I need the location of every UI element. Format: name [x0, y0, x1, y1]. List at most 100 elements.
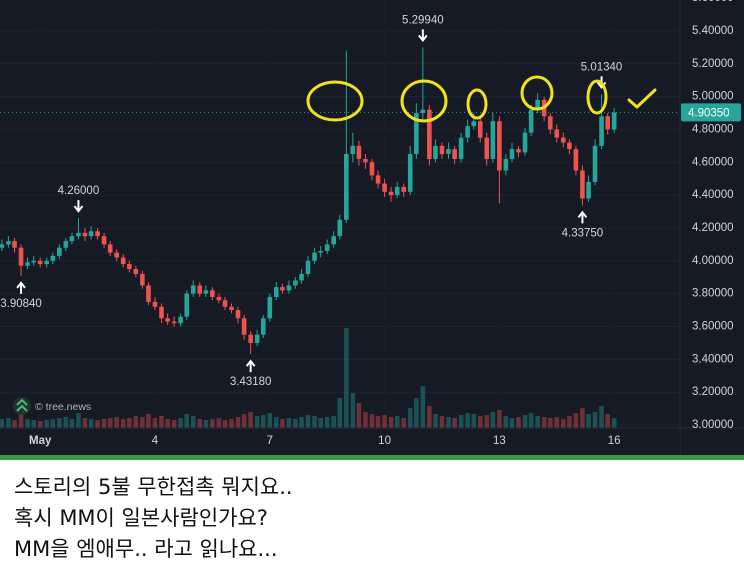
volume-bar — [44, 420, 49, 428]
volume-bar — [344, 328, 349, 428]
volume-bar — [152, 418, 158, 428]
volume-bar — [222, 420, 228, 428]
candle-body — [407, 154, 413, 192]
circle-mark — [586, 79, 608, 115]
candle-body — [178, 316, 183, 324]
candle-body — [152, 301, 158, 307]
check-mark — [627, 88, 657, 109]
volume-bar — [554, 417, 560, 428]
candles — [0, 47, 617, 355]
x-tick-label: 7 — [267, 435, 273, 447]
candle-body — [573, 149, 579, 171]
candle-body — [356, 145, 362, 159]
volume-bar — [401, 418, 407, 428]
volume-bar — [394, 416, 400, 428]
volume-bar — [286, 418, 292, 428]
candle-body — [318, 250, 323, 253]
annotation-arrow — [245, 359, 256, 373]
volume-bar — [267, 413, 273, 428]
volume-bar — [140, 417, 145, 428]
post-line: 스토리의 5불 무한접촉 뭐지요.. — [14, 475, 293, 499]
candle-body — [235, 310, 241, 319]
y-tick-label: 4.60000 — [692, 156, 734, 168]
volume-bar — [159, 416, 164, 428]
volume-bar — [484, 415, 490, 428]
volume-bar — [363, 412, 368, 428]
volume-bar — [241, 414, 247, 428]
circle-mark — [520, 75, 554, 111]
volume-bar — [57, 418, 62, 428]
y-tick-label: 4.20000 — [692, 222, 734, 234]
y-tick-label: 4.40000 — [692, 189, 734, 201]
candle-body — [101, 236, 107, 245]
volume-bar — [592, 412, 598, 428]
volume-bar — [324, 417, 330, 428]
candle-body — [273, 287, 279, 297]
candle-body — [331, 236, 336, 245]
candle-body — [63, 241, 69, 248]
candle-body — [229, 306, 234, 311]
candle-body — [50, 255, 56, 261]
volume-bar — [535, 416, 540, 428]
candle-body — [516, 149, 521, 153]
volume-bar — [280, 419, 285, 428]
volume-bar — [50, 419, 56, 428]
candle-body — [254, 334, 260, 343]
candle-body — [114, 252, 120, 258]
volume-bar — [331, 416, 336, 428]
volume-bar — [420, 386, 426, 428]
candle-body — [586, 181, 591, 199]
volume-bar — [458, 415, 464, 428]
volume-bar — [465, 413, 470, 428]
candle-body — [592, 145, 598, 182]
volume-bar — [260, 415, 266, 428]
candle-body — [88, 231, 94, 237]
x-tick-label: 10 — [378, 435, 391, 447]
last-price-tag — [681, 103, 741, 122]
y-tick-label: 5.40000 — [692, 25, 734, 37]
candle-body — [120, 257, 126, 265]
candle-body — [286, 285, 292, 291]
volume-bar — [490, 412, 496, 428]
volume-bar — [120, 419, 126, 428]
candle-body — [401, 186, 407, 192]
volume-bar — [427, 406, 432, 428]
annotation-arrow — [418, 29, 428, 42]
time-axis — [0, 428, 680, 455]
volume-bar — [133, 416, 139, 428]
candle-body — [350, 145, 356, 155]
candle-body — [280, 287, 285, 291]
volume-bar — [293, 419, 298, 428]
volume-bar — [477, 416, 483, 428]
candle-body — [184, 293, 190, 317]
candle-body — [439, 145, 445, 155]
candle-body — [0, 244, 5, 248]
annotation-label: 4.26000 — [58, 185, 100, 197]
annotation-label: 4.33750 — [562, 227, 604, 239]
watermark: © tree.news — [13, 397, 91, 415]
volume-bar — [503, 416, 509, 428]
candle-body — [146, 285, 151, 302]
volume-bar — [509, 418, 515, 428]
volume-bar — [452, 418, 457, 428]
candle-body — [420, 109, 426, 113]
volume-bar — [107, 418, 113, 428]
annotation-label: 3.43180 — [230, 376, 272, 388]
volume-bar — [560, 419, 566, 428]
volume-bar — [18, 414, 24, 428]
volume-bar — [210, 419, 215, 428]
candle-body — [535, 99, 540, 110]
volume-bar — [88, 419, 94, 428]
y-tick-label: 3.60000 — [692, 321, 734, 333]
candle-body — [25, 262, 30, 266]
candle-body — [190, 285, 196, 294]
candle-body — [107, 244, 113, 253]
candle-body — [69, 236, 75, 242]
candle-body — [554, 129, 560, 138]
volume-bar — [197, 419, 203, 428]
volume-bar — [273, 417, 279, 428]
candle-body — [6, 241, 11, 245]
y-tick-label: 5.20000 — [692, 58, 734, 70]
volume-bar — [254, 416, 260, 428]
